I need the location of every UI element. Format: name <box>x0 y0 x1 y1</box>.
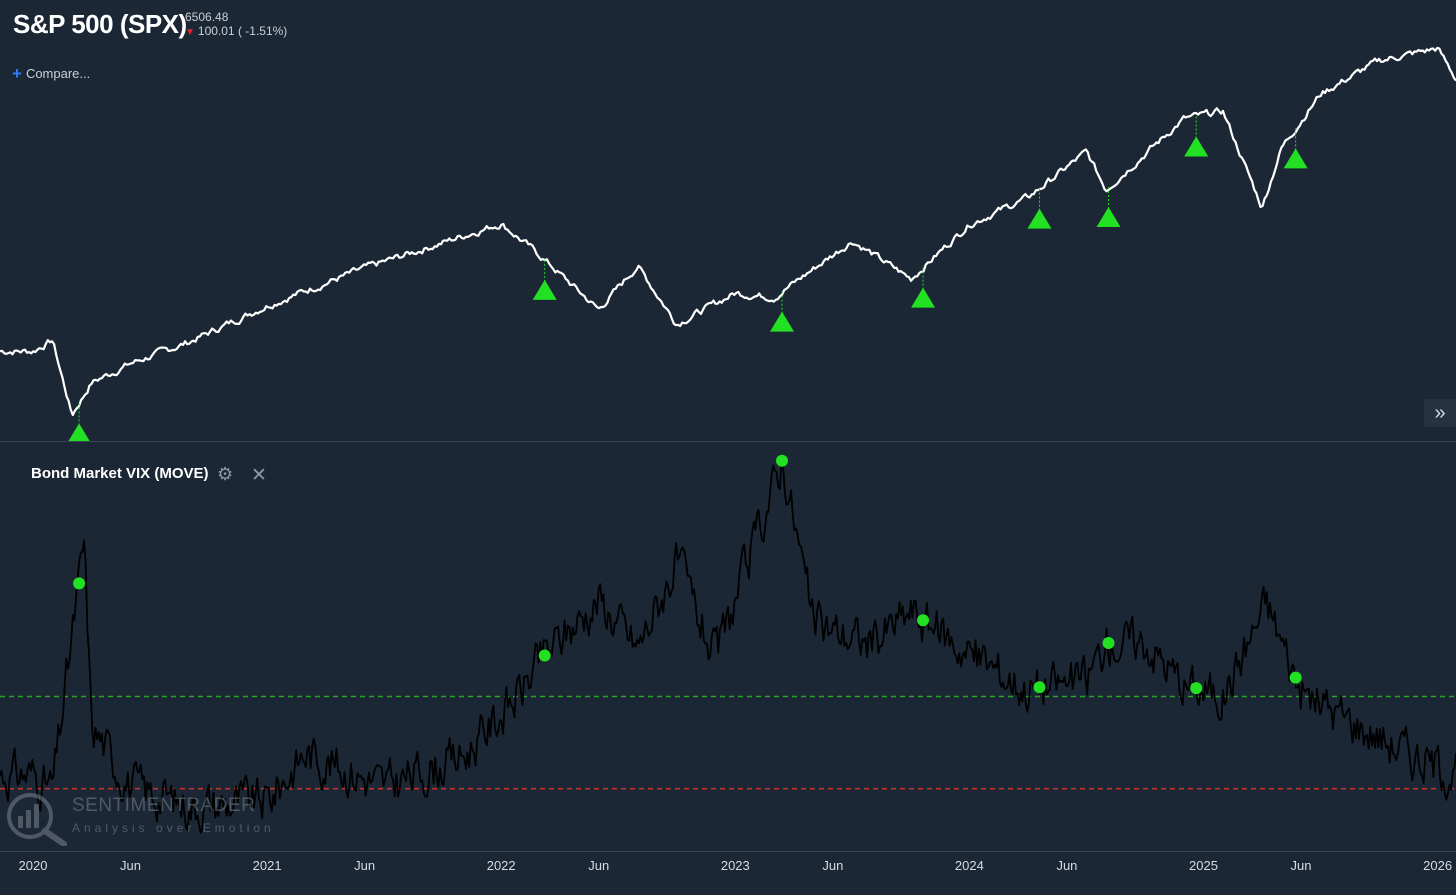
buy-signal-triangle[interactable] <box>1283 148 1308 169</box>
price-change: ▼ 100.01 ( -1.51%) <box>185 24 287 38</box>
move-index-line <box>0 462 1456 834</box>
price-chart[interactable] <box>0 0 1456 441</box>
double-chevron-right-icon[interactable]: » <box>1424 399 1456 427</box>
indicator-chart[interactable] <box>0 442 1456 851</box>
compare-button[interactable]: + Compare... <box>12 64 90 84</box>
signal-dot[interactable] <box>1289 671 1302 684</box>
signal-dot[interactable] <box>1033 681 1046 694</box>
x-tick-label: 2022 <box>486 858 516 873</box>
buy-signal-triangle[interactable] <box>911 287 936 308</box>
price-change-value: 100.01 ( -1.51%) <box>197 24 288 38</box>
signal-dot[interactable] <box>73 577 86 590</box>
x-axis <box>0 851 1456 852</box>
buy-signal-triangle[interactable] <box>67 423 91 441</box>
gear-icon[interactable]: ⚙ <box>217 464 234 484</box>
x-tick-label: Jun <box>588 858 610 873</box>
signal-dot[interactable] <box>917 614 930 627</box>
down-arrow-icon: ▼ <box>185 27 195 38</box>
indicator-title: Bond Market VIX (MOVE) <box>31 465 209 482</box>
pane-divider[interactable] <box>0 441 1456 442</box>
x-tick-label: Jun <box>354 858 376 873</box>
x-tick-label: 2025 <box>1189 858 1218 873</box>
compare-label: Compare... <box>25 66 91 81</box>
buy-signal-triangle[interactable] <box>532 279 557 300</box>
watermark-name: SENTIMENTRADER <box>72 795 256 816</box>
spx-price-line <box>0 46 1456 417</box>
x-tick-label: 2020 <box>18 858 48 873</box>
x-tick-label: 2026 <box>1423 858 1453 873</box>
buy-signal-triangle[interactable] <box>770 311 795 332</box>
buy-signal-triangle[interactable] <box>1096 207 1121 228</box>
signal-dot[interactable] <box>1102 636 1115 649</box>
x-tick-label: Jun <box>120 858 142 873</box>
watermark-logo: SENTIMENTRADER Analysis over Emotion <box>4 790 294 846</box>
x-tick-label: Jun <box>1290 858 1312 873</box>
signal-dot[interactable] <box>776 454 789 467</box>
signal-dot[interactable] <box>1190 682 1203 695</box>
buy-signal-triangle[interactable] <box>1184 136 1209 157</box>
magnifier-chart-icon <box>7 793 67 846</box>
plus-icon: + <box>12 64 22 83</box>
x-tick-label: Jun <box>1056 858 1078 873</box>
watermark-tagline: Analysis over Emotion <box>72 821 275 835</box>
x-tick-label: Jun <box>822 858 844 873</box>
chart-title: S&P 500 (SPX) <box>13 9 187 39</box>
x-tick-label: 2021 <box>252 858 282 873</box>
close-icon[interactable]: ✕ <box>251 465 267 486</box>
buy-signal-triangle[interactable] <box>1027 208 1052 229</box>
signal-dot[interactable] <box>538 649 551 662</box>
last-price: 6506.48 <box>185 10 229 24</box>
x-tick-label: 2024 <box>954 858 984 873</box>
x-tick-label: 2023 <box>720 858 750 873</box>
